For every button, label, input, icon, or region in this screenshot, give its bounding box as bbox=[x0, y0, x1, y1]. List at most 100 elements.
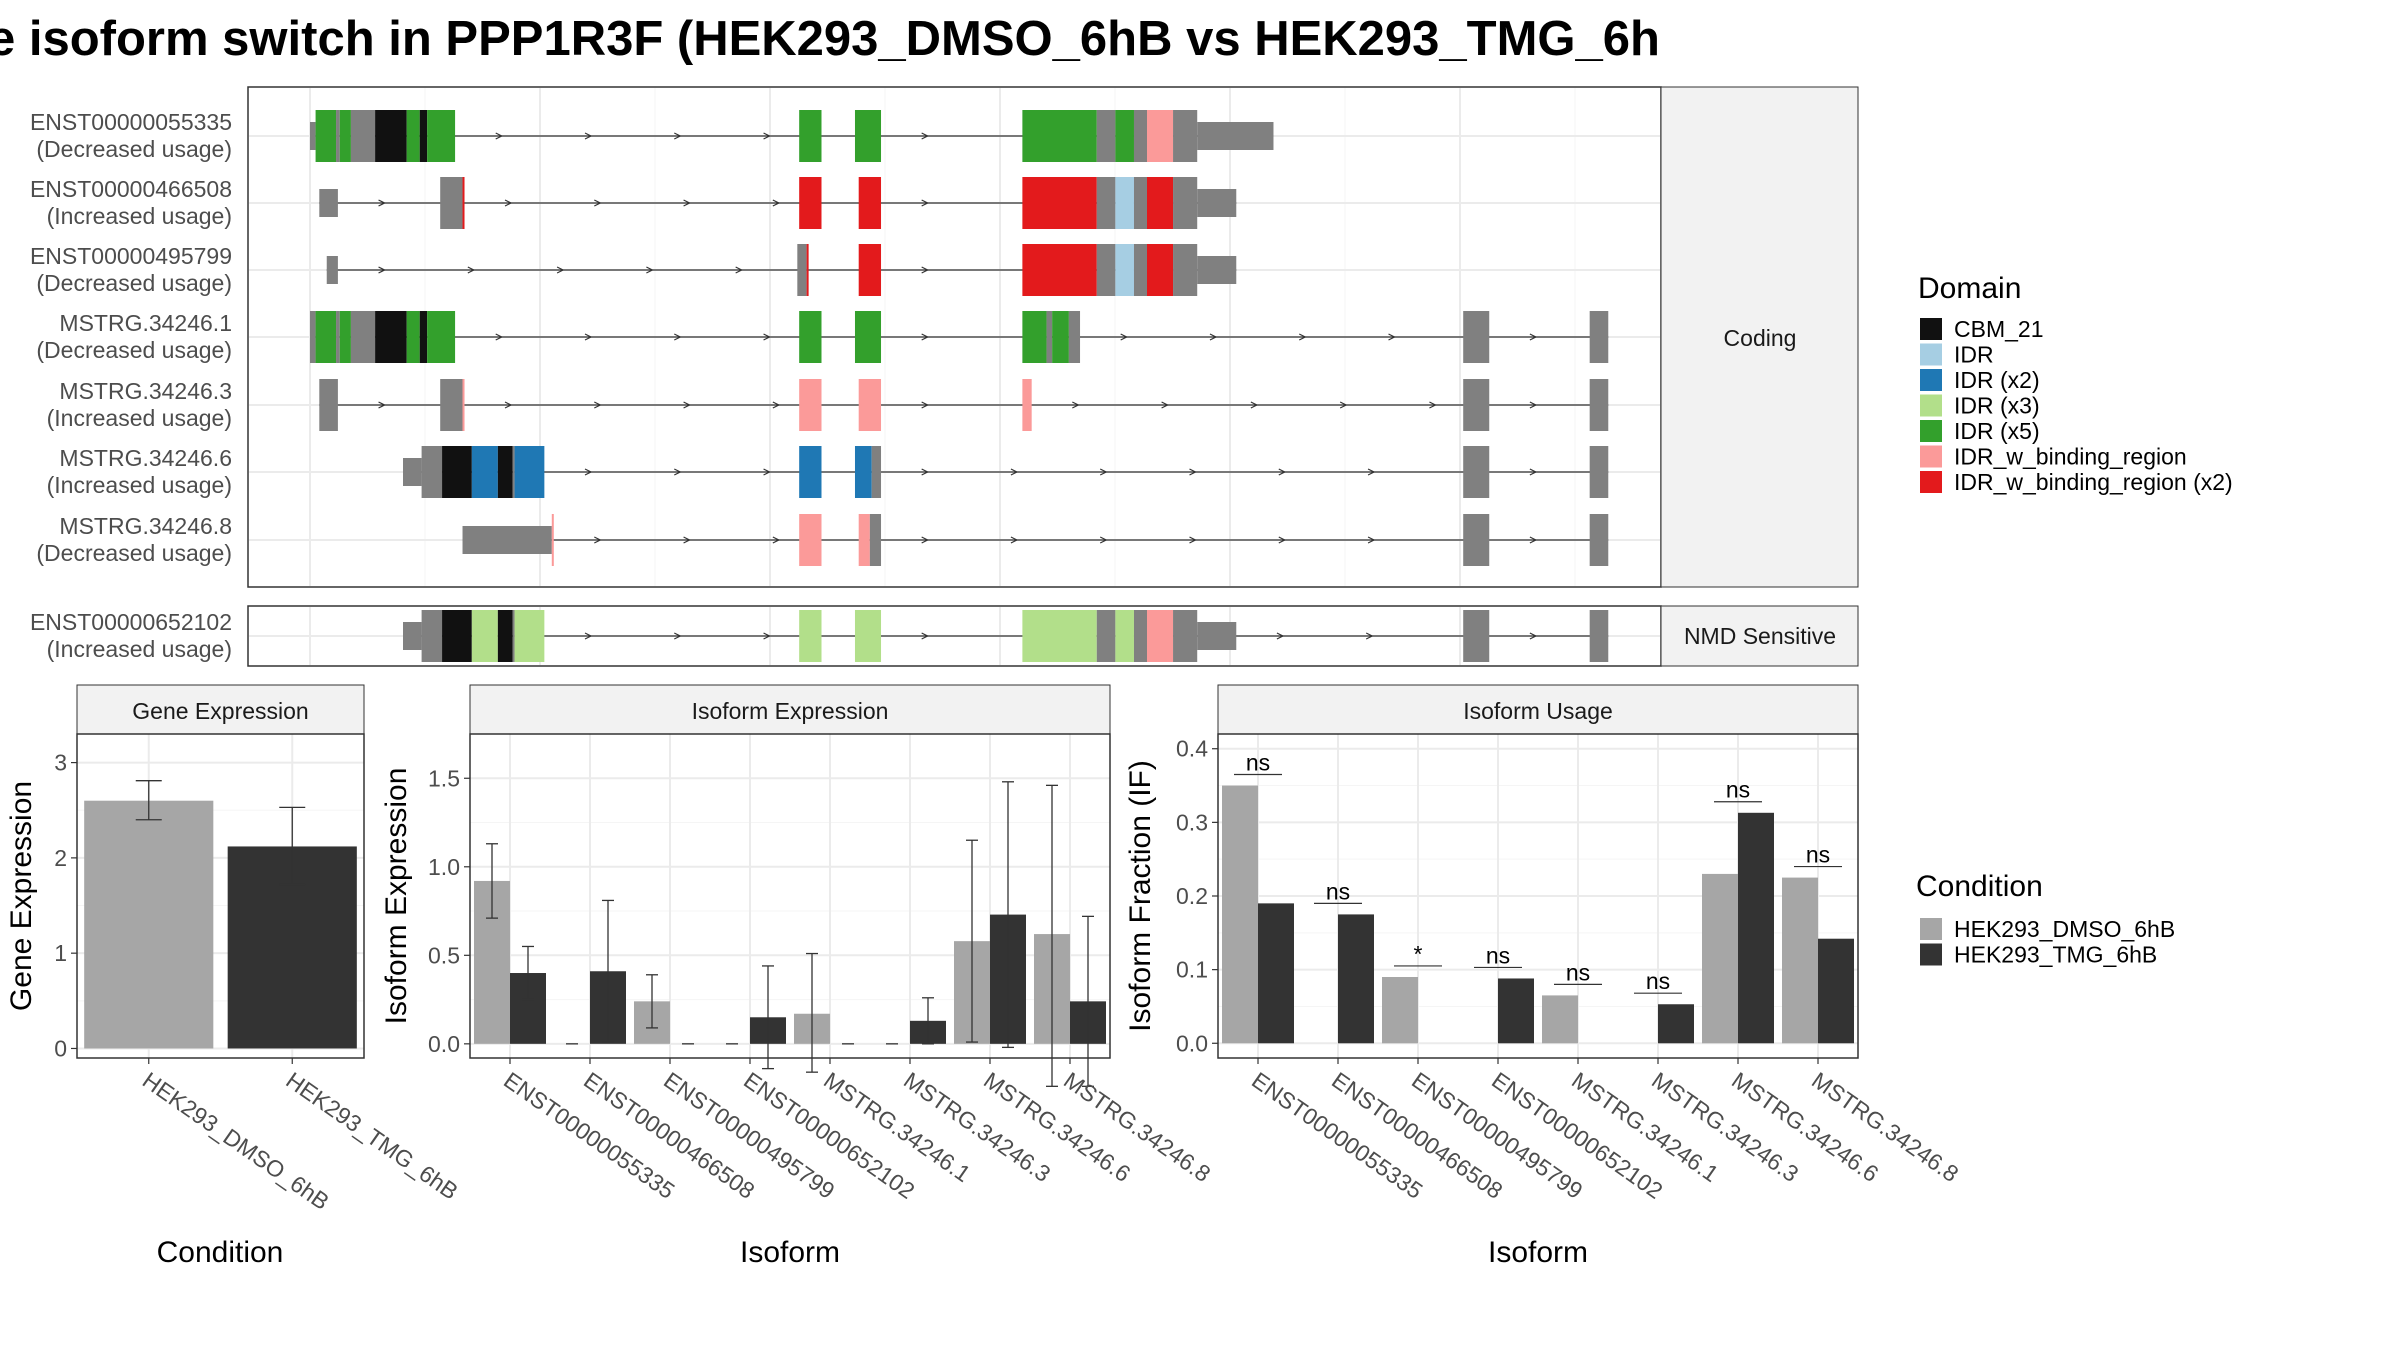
exon-idr-x2- bbox=[799, 446, 822, 498]
intron-arrow bbox=[1388, 333, 1396, 341]
exon-idr-w-binding-region-x2- bbox=[462, 177, 465, 229]
intron-arrow bbox=[683, 199, 691, 207]
intron-arrow bbox=[378, 401, 386, 409]
x-axis-title: Isoform bbox=[740, 1236, 840, 1269]
exon-idr-x5- bbox=[406, 311, 420, 363]
intron-arrow bbox=[584, 333, 593, 341]
exon-idr-x5- bbox=[1022, 110, 1097, 162]
significance-label: ns bbox=[1486, 942, 1510, 968]
significance-label: ns bbox=[1566, 959, 1590, 985]
exon-utr bbox=[350, 110, 376, 162]
bar bbox=[1222, 785, 1258, 1044]
exon-utr bbox=[1096, 244, 1116, 296]
intron-arrow bbox=[763, 632, 771, 640]
facet-strip bbox=[469, 684, 1111, 735]
legend-label: CBM_21 bbox=[1954, 316, 2043, 342]
exon-utr bbox=[1133, 244, 1147, 296]
exon-utr bbox=[1463, 446, 1490, 498]
y-tick-label: 2 bbox=[54, 845, 67, 871]
legend-key bbox=[1920, 943, 1942, 966]
bar bbox=[1658, 1004, 1694, 1044]
exon-utr bbox=[1096, 610, 1116, 662]
significance-label: ns bbox=[1806, 842, 1830, 868]
exon-utr bbox=[512, 610, 515, 662]
bar bbox=[1498, 978, 1534, 1044]
facet-strip bbox=[76, 684, 365, 735]
intron-arrow bbox=[1010, 468, 1019, 476]
exon-cbm-21 bbox=[419, 311, 428, 363]
transcript-usage-label: (Increased usage) bbox=[47, 203, 232, 229]
intron-arrow bbox=[1339, 401, 1348, 409]
exon-cbm-21 bbox=[497, 610, 513, 662]
exon-idr-x5- bbox=[799, 311, 822, 363]
exon-utr bbox=[1096, 177, 1116, 229]
transcript-id-label: MSTRG.34246.6 bbox=[59, 445, 232, 471]
intron-arrow bbox=[1429, 401, 1437, 409]
exon-utr bbox=[440, 177, 463, 229]
exon-utr bbox=[1173, 110, 1198, 162]
intron-arrow bbox=[1529, 536, 1538, 544]
legend-key bbox=[1920, 394, 1942, 417]
y-axis-title: Isoform Fraction (IF) bbox=[1124, 760, 1157, 1032]
exon-utr bbox=[1589, 311, 1609, 363]
plot-frame bbox=[469, 733, 1111, 1059]
bar bbox=[1702, 873, 1738, 1044]
intron-arrow bbox=[378, 199, 386, 207]
exon-idr-x3- bbox=[514, 610, 545, 662]
significance-label: ns bbox=[1726, 777, 1750, 803]
exon-idr-w-binding-region-x2- bbox=[1022, 244, 1097, 296]
intron-arrow bbox=[763, 132, 771, 140]
intron-arrow bbox=[594, 401, 602, 409]
exon-idr-x5- bbox=[1022, 311, 1047, 363]
y-tick-label: 0 bbox=[54, 1035, 67, 1061]
significance-label: ns bbox=[1326, 878, 1350, 904]
bar bbox=[1738, 812, 1774, 1044]
intron-arrow bbox=[584, 632, 593, 640]
exon-utr bbox=[1096, 110, 1116, 162]
exon-utr-thin bbox=[1197, 122, 1274, 150]
exon-cbm-21 bbox=[497, 446, 513, 498]
significance-label: ns bbox=[1646, 968, 1670, 994]
exon-idr-w-binding-region-x2- bbox=[806, 244, 809, 296]
intron-arrow bbox=[921, 333, 930, 341]
x-tick-label: MSTRG.34246.3 bbox=[899, 1067, 1055, 1187]
exon-utr bbox=[797, 244, 807, 296]
exon-idr-x5- bbox=[1115, 110, 1134, 162]
isoform-expression-chart: Isoform Expression0.00.51.01.5ENST000000… bbox=[380, 684, 1215, 1269]
strip-nmd-label: NMD Sensitive bbox=[1684, 623, 1836, 649]
exon-utr bbox=[421, 610, 443, 662]
intron-arrow bbox=[772, 199, 781, 207]
exon-utr bbox=[1133, 610, 1147, 662]
plot-frame bbox=[76, 733, 365, 1059]
y-tick-label: 0.1 bbox=[1176, 957, 1208, 983]
exon-utr bbox=[440, 379, 463, 431]
exon-idr-x2- bbox=[471, 446, 498, 498]
x-axis-title: Condition bbox=[157, 1236, 284, 1269]
intron-arrow bbox=[674, 132, 682, 140]
intron-arrow bbox=[1189, 468, 1197, 476]
legend-key bbox=[1920, 445, 1942, 468]
intron-arrow bbox=[772, 401, 781, 409]
exon-utr bbox=[336, 311, 340, 363]
exon-idr-x2- bbox=[854, 446, 872, 498]
exon-cbm-21 bbox=[442, 446, 472, 498]
intron-arrow bbox=[1298, 333, 1307, 341]
exon-utr bbox=[1463, 610, 1490, 662]
condition-legend-title: Condition bbox=[1916, 870, 2043, 903]
y-tick-label: 0.0 bbox=[428, 1031, 460, 1057]
exon-cbm-21 bbox=[442, 610, 472, 662]
intron-arrow bbox=[1278, 536, 1287, 544]
x-tick-label: MSTRG.34246.3 bbox=[1647, 1067, 1803, 1187]
exon-utr bbox=[350, 311, 376, 363]
transcript-usage-label: (Decreased usage) bbox=[36, 337, 232, 363]
exon-utr bbox=[421, 446, 443, 498]
transcript-usage-label: (Increased usage) bbox=[47, 636, 232, 662]
strip-coding bbox=[1660, 86, 1859, 588]
exon-idr-w-binding-region-x2- bbox=[1147, 177, 1174, 229]
exon-idr-x2- bbox=[514, 446, 545, 498]
intron-arrow bbox=[467, 266, 476, 274]
exon-utr-thin bbox=[403, 622, 422, 650]
intron-arrow bbox=[504, 199, 513, 207]
exon-idr-x5- bbox=[315, 311, 337, 363]
